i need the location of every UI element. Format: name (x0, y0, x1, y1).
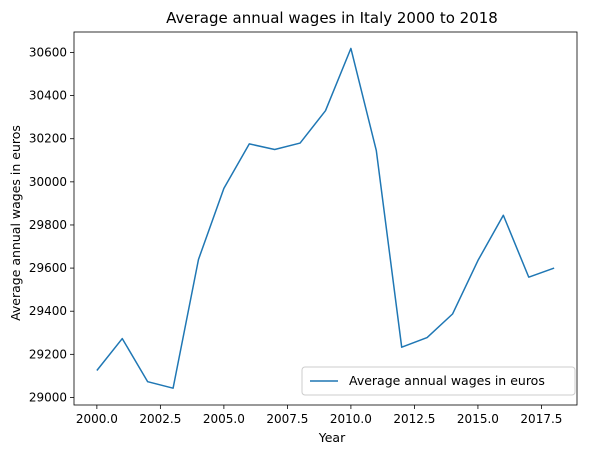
axes: 2000.0 2002.5 2005.0 2007.5 2010.0 2012.5 2015… (29, 31, 578, 426)
y-tick-label: 30200 (29, 132, 67, 146)
y-tick-label: 29600 (29, 261, 67, 275)
x-axis-label: Year (318, 430, 346, 445)
series-line-0 (96, 47, 555, 389)
x-tick-label: 2017.5 (520, 412, 562, 426)
axes-frame (73, 31, 578, 406)
y-tick-label: 30000 (29, 175, 67, 189)
y-tick-label: 30400 (29, 89, 67, 103)
y-tick-label: 29000 (29, 390, 67, 404)
x-tick-label: 2012.5 (393, 412, 435, 426)
y-tick-label: 29800 (29, 218, 67, 232)
legend-box (301, 366, 576, 396)
y-axis-label: Average annual wages in euros (8, 125, 23, 321)
y-tick-label: 30600 (29, 45, 67, 59)
x-tick-label: 2005.0 (203, 412, 245, 426)
x-tick-label: 2000.0 (76, 412, 118, 426)
legend-entry-label: Average annual wages in euros (349, 373, 545, 388)
legend: Average annual wages in euros (301, 366, 576, 396)
y-tick-label: 29200 (29, 347, 67, 361)
x-tick-label: 2010.0 (330, 412, 372, 426)
plot-content (96, 47, 555, 389)
x-tick-label: 2007.5 (266, 412, 308, 426)
chart-title: Average annual wages in Italy 2000 to 20… (166, 9, 498, 27)
y-tick-label: 29400 (29, 304, 67, 318)
x-tick-label: 2002.5 (139, 412, 181, 426)
x-tick-label: 2015.0 (457, 412, 499, 426)
